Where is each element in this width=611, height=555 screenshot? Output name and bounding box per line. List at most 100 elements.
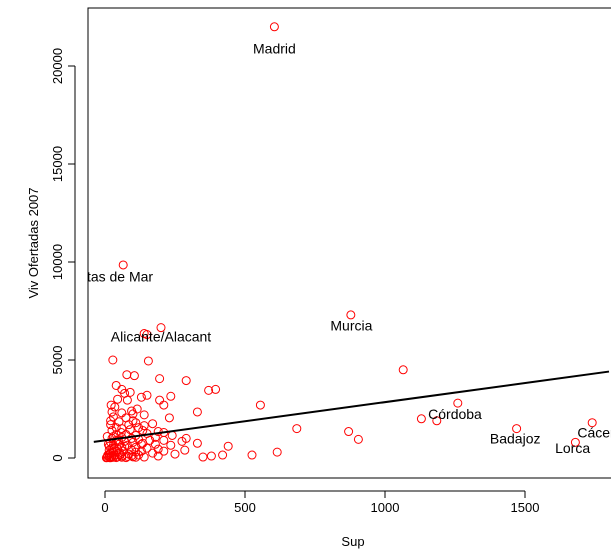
data-point <box>344 427 354 437</box>
data-point <box>148 419 158 429</box>
data-point <box>106 400 116 410</box>
point-labels: Madrid Roquetas de Mar Alicante/Alacant Mur… <box>46 40 611 456</box>
data-point <box>206 451 216 461</box>
data-point <box>166 391 176 401</box>
data-point <box>204 385 214 395</box>
data-point <box>155 395 165 405</box>
data-point <box>198 452 208 462</box>
data-point <box>103 450 113 460</box>
y-tick-label: 10000 <box>50 244 65 280</box>
data-point <box>153 427 163 437</box>
data-point <box>453 398 463 408</box>
data-point <box>107 407 117 417</box>
data-point <box>122 395 132 405</box>
y-tick-label: 5000 <box>50 346 65 375</box>
data-point <box>128 409 138 419</box>
data-point <box>416 414 426 424</box>
point-label: Roquetas de Mar <box>46 269 154 285</box>
data-point <box>106 420 116 430</box>
data-point <box>512 424 522 434</box>
point-label: Lorca <box>555 440 590 456</box>
y-tick-label: 20000 <box>50 48 65 84</box>
data-point <box>128 416 138 426</box>
data-point <box>111 380 121 390</box>
data-point <box>117 408 127 418</box>
data-point <box>131 418 141 428</box>
data-point <box>118 260 128 270</box>
x-tick-label: 0 <box>101 500 108 515</box>
plot-box <box>87 7 611 479</box>
y-tick-label: 0 <box>50 454 65 461</box>
data-point <box>113 394 123 404</box>
x-tick-label: 1000 <box>371 500 400 515</box>
x-tick-label: 500 <box>234 500 256 515</box>
data-point <box>136 439 146 449</box>
data-point <box>134 450 144 460</box>
data-point <box>125 387 135 397</box>
data-point <box>164 413 174 423</box>
data-point <box>129 371 139 381</box>
data-point <box>120 441 130 451</box>
data-point <box>192 438 202 448</box>
data-point <box>122 370 132 380</box>
data-point <box>570 437 580 447</box>
data-point <box>139 410 149 420</box>
data-point <box>128 452 138 462</box>
point-label: Córdoba <box>428 406 482 422</box>
data-point <box>139 421 149 431</box>
data-point <box>255 400 265 410</box>
data-point <box>177 436 187 446</box>
data-point <box>150 439 160 449</box>
y-axis: 0 5000 10000 15000 20000 <box>50 48 76 462</box>
regression-line <box>93 370 610 443</box>
data-point <box>156 323 166 333</box>
data-point <box>121 453 131 463</box>
data-point <box>112 446 122 456</box>
data-point <box>180 445 190 455</box>
data-point <box>148 448 158 458</box>
data-point <box>113 435 123 445</box>
regression-line-path <box>93 370 610 443</box>
data-point <box>143 356 153 366</box>
data-point <box>117 424 127 434</box>
data-point <box>142 390 152 400</box>
data-point <box>159 435 169 445</box>
y-tick-label: 15000 <box>50 146 65 182</box>
data-point <box>211 384 221 394</box>
data-point <box>192 407 202 417</box>
data-point <box>292 424 302 434</box>
data-point <box>116 428 126 438</box>
data-point <box>106 416 116 426</box>
data-point <box>167 430 177 440</box>
data-point <box>346 310 356 320</box>
data-point <box>159 446 169 456</box>
data-point <box>105 453 115 463</box>
x-tick-label: 1500 <box>511 500 540 515</box>
point-label: Badajoz <box>490 430 541 446</box>
data-point <box>127 451 137 461</box>
data-point <box>136 392 146 402</box>
point-label: Murcia <box>330 318 372 334</box>
data-point <box>587 418 597 428</box>
data-point <box>218 450 228 460</box>
data-point <box>272 447 282 457</box>
data-point <box>353 434 363 444</box>
y-axis-title: Viv Ofertadas 2007 <box>26 187 41 298</box>
point-label: Cáceres <box>577 425 611 441</box>
data-point <box>159 400 169 410</box>
data-point <box>269 22 279 32</box>
data-point <box>166 440 176 450</box>
data-point <box>142 330 152 340</box>
x-axis: 0 500 1000 1500 <box>101 490 540 515</box>
data-point <box>131 452 141 462</box>
data-point <box>247 450 257 460</box>
data-point <box>432 416 442 426</box>
data-point <box>153 451 163 461</box>
data-point <box>223 441 233 451</box>
point-label: Madrid <box>253 40 296 56</box>
data-point <box>155 374 165 384</box>
point-label: Alicante/Alacant <box>111 328 212 344</box>
plot-frame <box>87 7 611 479</box>
data-point <box>398 365 408 375</box>
